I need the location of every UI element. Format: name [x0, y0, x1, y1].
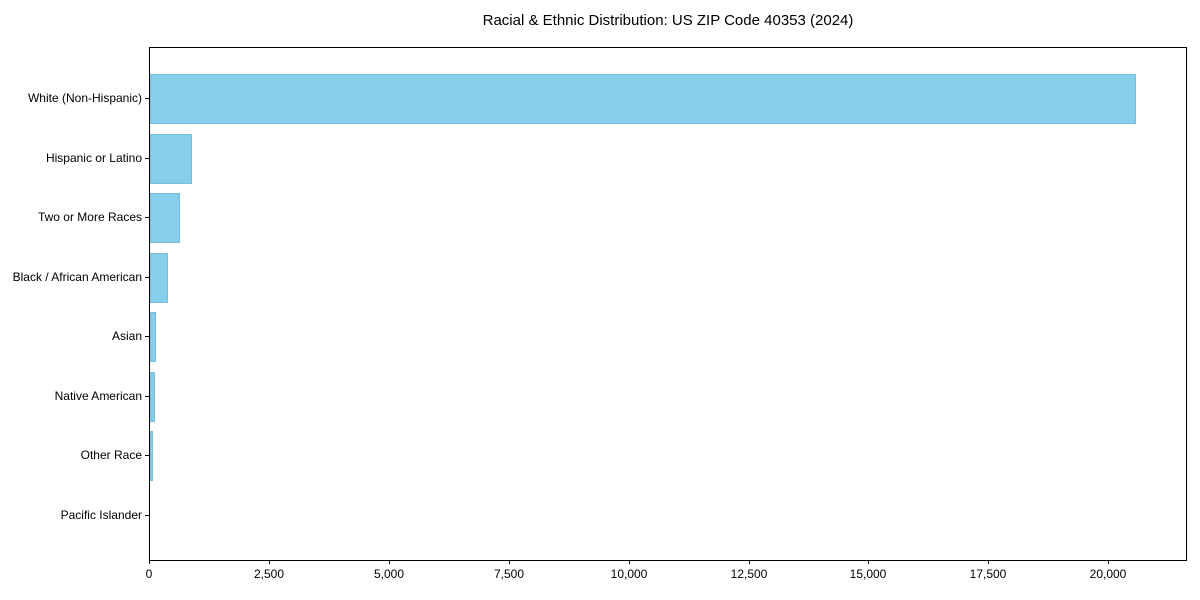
- x-tick-mark: [149, 560, 150, 564]
- bar-two-or-more-races: [150, 193, 180, 243]
- y-tick-label: White (Non-Hispanic): [27, 91, 142, 105]
- y-tick-mark: [145, 336, 149, 337]
- y-tick-mark: [145, 395, 149, 397]
- y-tick-mark: [145, 157, 149, 159]
- x-tick-mark: [1108, 560, 1109, 564]
- y-tick-label: Other Race: [80, 448, 142, 462]
- x-tick-mark: [988, 560, 989, 564]
- plot-area: [149, 47, 1187, 561]
- bar-white-non-hispanic: [150, 74, 1136, 124]
- y-tick-label: Pacific Islander: [60, 507, 142, 522]
- y-tick-mark: [145, 217, 149, 218]
- x-tick-label: 10,000: [610, 567, 648, 581]
- x-tick-label: 0: [145, 567, 153, 581]
- bar-native-american: [150, 371, 155, 422]
- x-tick-mark: [509, 560, 510, 564]
- y-tick-label: Hispanic or Latino: [45, 150, 142, 165]
- y-tick-label: Two or More Races: [37, 210, 142, 224]
- bar-other-race: [150, 431, 153, 481]
- y-tick-mark: [145, 455, 149, 456]
- x-tick-mark: [269, 560, 270, 564]
- y-tick-mark: [145, 98, 149, 99]
- y-tick-label: Asian: [111, 329, 142, 343]
- x-tick-label: 17,500: [969, 567, 1007, 581]
- y-tick-mark: [145, 514, 149, 516]
- x-tick-label: 5,000: [373, 567, 405, 581]
- y-tick-label: Native American: [54, 388, 142, 403]
- x-tick-label: 15,000: [849, 567, 887, 581]
- x-tick-mark: [868, 560, 869, 564]
- x-tick-label: 12,500: [730, 567, 768, 581]
- x-tick-mark: [749, 560, 750, 564]
- chart-title: Racial & Ethnic Distribution: US ZIP Cod…: [482, 12, 854, 29]
- bar-asian: [150, 312, 156, 362]
- x-tick-mark: [389, 560, 390, 564]
- y-tick-mark: [145, 276, 149, 278]
- x-tick-label: 20,000: [1089, 567, 1127, 581]
- bar-black-african-american: [150, 252, 168, 303]
- x-tick-label: 2,500: [253, 567, 285, 581]
- y-tick-label: Black / African American: [12, 269, 142, 284]
- x-tick-mark: [629, 560, 630, 564]
- x-tick-label: 7,500: [493, 567, 525, 581]
- bar-hispanic-or-latino: [150, 133, 192, 184]
